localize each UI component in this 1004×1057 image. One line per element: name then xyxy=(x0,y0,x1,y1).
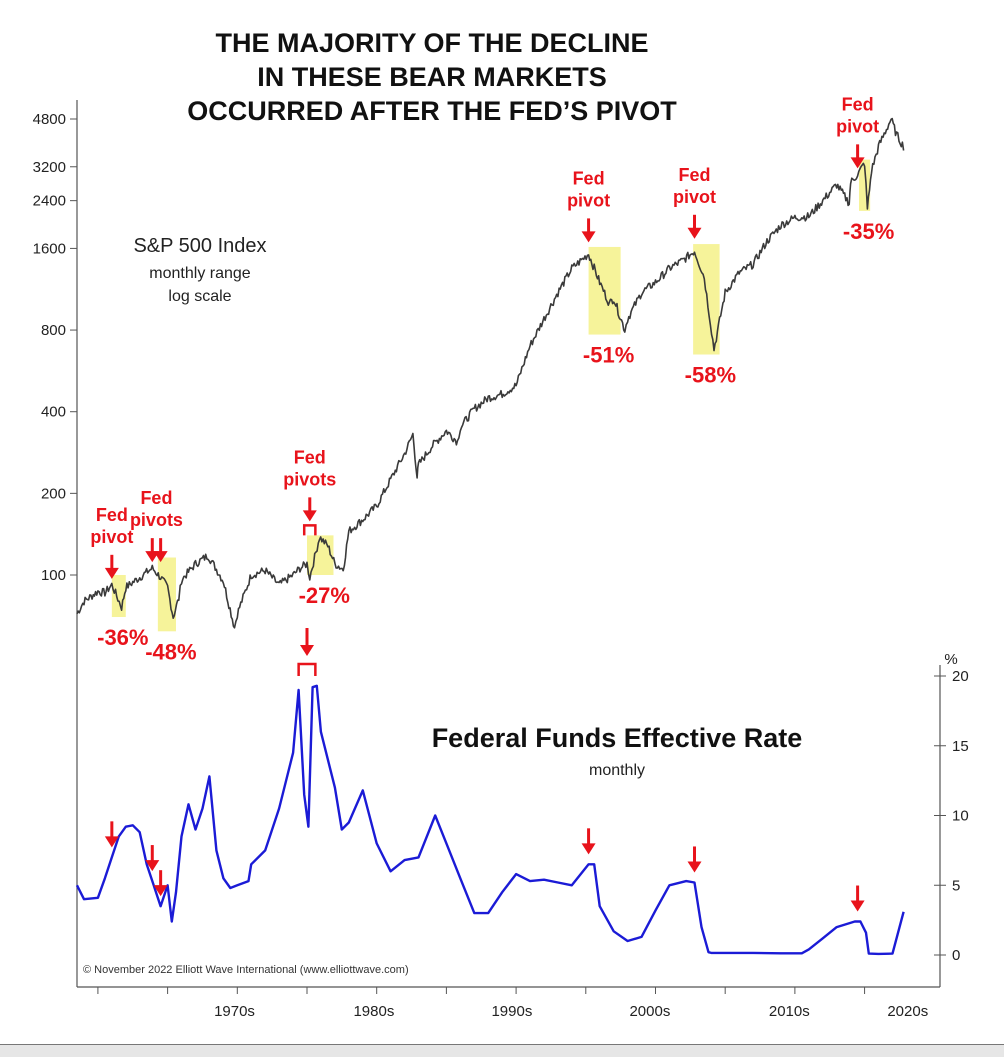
pivot-label-5: pivot xyxy=(836,116,879,136)
rate-series xyxy=(75,684,905,956)
pivot-label-1: pivots xyxy=(130,510,183,530)
sp500-tick-label-100: 100 xyxy=(41,567,66,584)
decline-box-1 xyxy=(157,557,176,632)
pivot-label-0: pivot xyxy=(90,527,133,547)
decline-box-2 xyxy=(307,535,334,575)
decline-label-3: -51% xyxy=(583,343,634,368)
rate-pivot-arrow-bracket-head xyxy=(300,645,314,656)
pivot-bracket-2 xyxy=(302,524,317,536)
rate-pivot-arrow-4-head xyxy=(581,843,596,855)
rate-pivot-arrow-5 xyxy=(687,846,702,873)
rate-tick-label-0: 0 xyxy=(952,947,960,964)
pivot-arrow-0 xyxy=(104,554,119,579)
rate-pivot-arrow-1-head xyxy=(145,860,160,872)
pivot-arrow-3 xyxy=(581,218,596,243)
decline-label-5: -35% xyxy=(843,219,894,244)
pivot-arrow-1b xyxy=(153,538,168,563)
sp500-y-ticks: 100 200 400 800 1600 2400 3200 4800 xyxy=(33,111,77,584)
rate-tick-label-15: 15 xyxy=(952,738,969,755)
x-tick-label-1990s: 1990s xyxy=(491,1003,532,1020)
pivot-label-4: pivot xyxy=(673,187,716,207)
rate-pivot-bracket xyxy=(297,662,317,676)
pivot-label-fed-4: Fed xyxy=(679,165,711,185)
rate-pivot-arrow-5-head xyxy=(687,861,702,873)
pivot-label-fed-1: Fed xyxy=(140,488,172,508)
x-tick-label-2000s: 2000s xyxy=(629,1003,670,1020)
pivot-arrow-4-head xyxy=(687,227,702,239)
sp500-tick-label-2400: 2400 xyxy=(33,193,66,210)
decline-label-0: -36% xyxy=(97,625,148,650)
sp500-tick-label-4800: 4800 xyxy=(33,111,66,128)
pivot-annotations: Fedpivot-36%Fedpivots-48%Fedpivots-27%Fe… xyxy=(90,94,894,664)
pivot-label-fed-3: Fed xyxy=(573,168,605,188)
rate-pivot-arrow-0-head xyxy=(104,836,119,848)
fed-funds-subtitle: monthly xyxy=(589,762,645,779)
rate-pivot-arrow-bracket xyxy=(300,628,314,656)
sp500-tick-label-200: 200 xyxy=(41,485,66,502)
pivot-label-3: pivot xyxy=(567,190,610,210)
pivot-label-fed-0: Fed xyxy=(96,505,128,525)
x-tick-label-2010s: 2010s xyxy=(769,1003,810,1020)
pivot-label-2: pivots xyxy=(283,469,336,489)
sp500-line xyxy=(76,117,905,629)
sp500-sublabel-scale: log scale xyxy=(168,288,231,305)
bottom-bar xyxy=(0,1044,1004,1057)
pivot-arrow-1b-head xyxy=(153,551,168,563)
rate-tick-label-10: 10 xyxy=(952,808,969,825)
pivot-arrow-5-head xyxy=(850,157,865,169)
rate-pivot-arrow-6 xyxy=(850,885,865,912)
pivot-arrow-5 xyxy=(850,144,865,169)
rate-pivot-arrow-2-head xyxy=(153,885,168,897)
x-ticks: 1970s 1980s 1990s 2000s 2010s 2020s xyxy=(97,987,928,1020)
x-tick-label-1970s: 1970s xyxy=(214,1003,255,1020)
sp500-tick-label-1600: 1600 xyxy=(33,240,66,257)
rate-unit-label: % xyxy=(944,651,957,668)
sp500-tick-label-800: 800 xyxy=(41,322,66,339)
sp500-label: S&P 500 Index xyxy=(133,235,266,257)
sp500-tick-label-3200: 3200 xyxy=(33,159,66,176)
decline-label-2: -27% xyxy=(299,583,350,608)
sp500-tick-label-400: 400 xyxy=(41,404,66,421)
chart-title-line-2: IN THESE BEAR MARKETS xyxy=(257,62,607,92)
pivot-arrow-2-head xyxy=(302,510,317,522)
rate-pivot-arrow-6-head xyxy=(850,900,865,912)
rate-pivot-arrow-1 xyxy=(145,845,160,872)
fed-funds-title: Federal Funds Effective Rate xyxy=(432,723,803,753)
rate-pivot-marks xyxy=(104,628,865,912)
chart-title-line-1: THE MAJORITY OF THE DECLINE xyxy=(215,28,648,58)
rate-pivot-arrow-0 xyxy=(104,821,119,848)
rate-tick-label-20: 20 xyxy=(952,668,969,685)
pivot-arrow-0-head xyxy=(104,567,119,579)
decline-box-5 xyxy=(859,159,871,211)
pivot-label-fed-2: Fed xyxy=(294,447,326,467)
chart-title-line-3: OCCURRED AFTER THE FED’S PIVOT xyxy=(187,96,677,126)
x-tick-label-2020s: 2020s xyxy=(887,1003,928,1020)
sp500-series xyxy=(76,117,905,629)
pivot-arrow-3-head xyxy=(581,231,596,243)
rate-pivot-arrow-4 xyxy=(581,828,596,855)
pivot-arrow-4 xyxy=(687,214,702,239)
pivot-label-fed-5: Fed xyxy=(842,94,874,114)
rate-tick-label-5: 5 xyxy=(952,877,960,894)
decline-label-4: -58% xyxy=(685,363,736,388)
x-tick-label-1980s: 1980s xyxy=(353,1003,394,1020)
rate-line xyxy=(75,684,905,956)
pivot-arrow-2 xyxy=(302,497,317,522)
decline-label-1: -48% xyxy=(145,639,196,664)
rate-y-ticks: 0 5 10 15 20 xyxy=(934,668,969,964)
rate-pivot-arrow-2 xyxy=(153,870,168,897)
sp500-sublabel-range: monthly range xyxy=(149,265,250,282)
credit-text: © November 2022 Elliott Wave Internation… xyxy=(83,964,409,976)
